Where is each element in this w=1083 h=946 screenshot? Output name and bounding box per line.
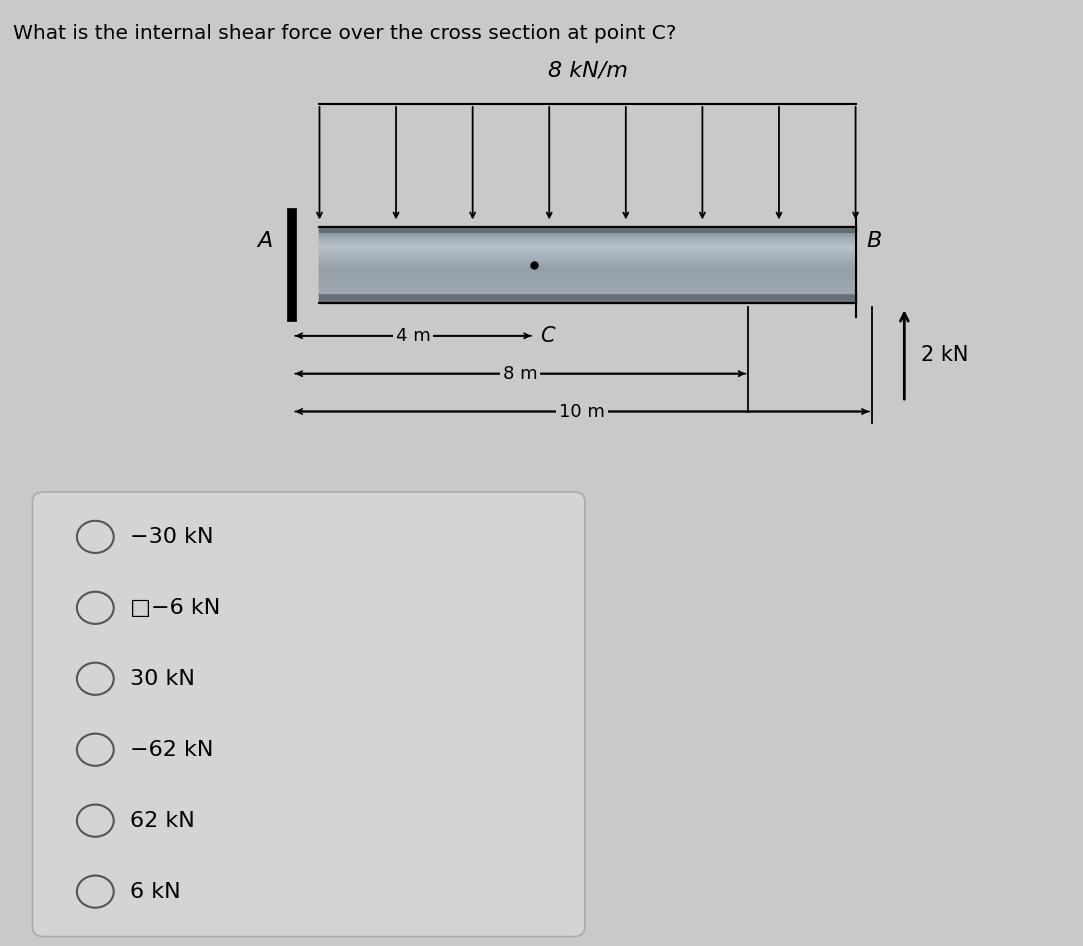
- Bar: [319, 280, 856, 283]
- Bar: [319, 276, 856, 279]
- Bar: [319, 229, 856, 231]
- Bar: [319, 240, 856, 242]
- Bar: [319, 269, 856, 272]
- Bar: [319, 260, 856, 262]
- Bar: [319, 287, 856, 289]
- Bar: [319, 234, 856, 236]
- Bar: [319, 267, 856, 269]
- Bar: [319, 230, 856, 232]
- Bar: [319, 279, 856, 281]
- Bar: [319, 275, 856, 277]
- Bar: [319, 272, 856, 275]
- Text: What is the internal shear force over the cross section at point C?: What is the internal shear force over th…: [13, 24, 677, 43]
- Bar: [319, 289, 856, 291]
- Bar: [319, 245, 856, 247]
- Bar: [319, 299, 856, 302]
- Bar: [319, 246, 856, 249]
- Bar: [319, 227, 856, 230]
- Bar: [319, 301, 856, 303]
- Bar: [319, 278, 856, 280]
- Text: □−6 kN: □−6 kN: [130, 598, 220, 618]
- Text: A: A: [258, 231, 273, 252]
- Text: −62 kN: −62 kN: [130, 740, 213, 760]
- Bar: [319, 293, 856, 295]
- Bar: [319, 248, 856, 250]
- Bar: [319, 255, 856, 257]
- Bar: [319, 259, 856, 261]
- Bar: [319, 254, 856, 256]
- Text: 6 kN: 6 kN: [130, 882, 181, 902]
- Text: 8 kN/m: 8 kN/m: [548, 61, 627, 80]
- Text: C: C: [540, 325, 556, 346]
- Bar: [319, 263, 856, 265]
- Text: 2 kN: 2 kN: [921, 344, 968, 365]
- Bar: [319, 231, 856, 234]
- Bar: [319, 252, 856, 254]
- Bar: [319, 284, 856, 287]
- Bar: [319, 257, 856, 260]
- Text: 4 m: 4 m: [395, 326, 431, 345]
- Bar: [319, 261, 856, 264]
- Bar: [319, 235, 856, 237]
- Bar: [319, 242, 856, 245]
- Bar: [319, 249, 856, 251]
- Bar: [319, 244, 856, 246]
- Bar: [319, 265, 856, 268]
- Bar: [319, 238, 856, 241]
- Bar: [319, 268, 856, 270]
- Bar: [319, 253, 856, 254]
- Bar: [319, 272, 856, 273]
- Bar: [319, 233, 856, 235]
- Text: 10 m: 10 m: [559, 402, 605, 421]
- Text: 8 m: 8 m: [504, 364, 537, 383]
- Bar: [319, 298, 856, 300]
- Bar: [319, 291, 856, 294]
- Bar: [319, 297, 856, 299]
- Text: −30 kN: −30 kN: [130, 527, 213, 547]
- Bar: [319, 271, 856, 272]
- Text: 30 kN: 30 kN: [130, 669, 195, 689]
- Bar: [319, 294, 856, 296]
- Bar: [319, 226, 856, 228]
- Bar: [319, 264, 856, 266]
- Bar: [319, 236, 856, 238]
- Bar: [319, 290, 856, 292]
- Bar: [319, 250, 856, 253]
- Bar: [319, 283, 856, 285]
- Bar: [319, 295, 856, 298]
- Bar: [319, 241, 856, 243]
- Bar: [319, 274, 856, 276]
- FancyBboxPatch shape: [32, 492, 585, 937]
- Bar: [319, 256, 856, 258]
- Bar: [319, 286, 856, 288]
- Bar: [319, 282, 856, 284]
- Text: B: B: [866, 231, 882, 252]
- Text: 62 kN: 62 kN: [130, 811, 195, 831]
- Bar: [319, 237, 856, 239]
- Bar: [319, 288, 856, 290]
